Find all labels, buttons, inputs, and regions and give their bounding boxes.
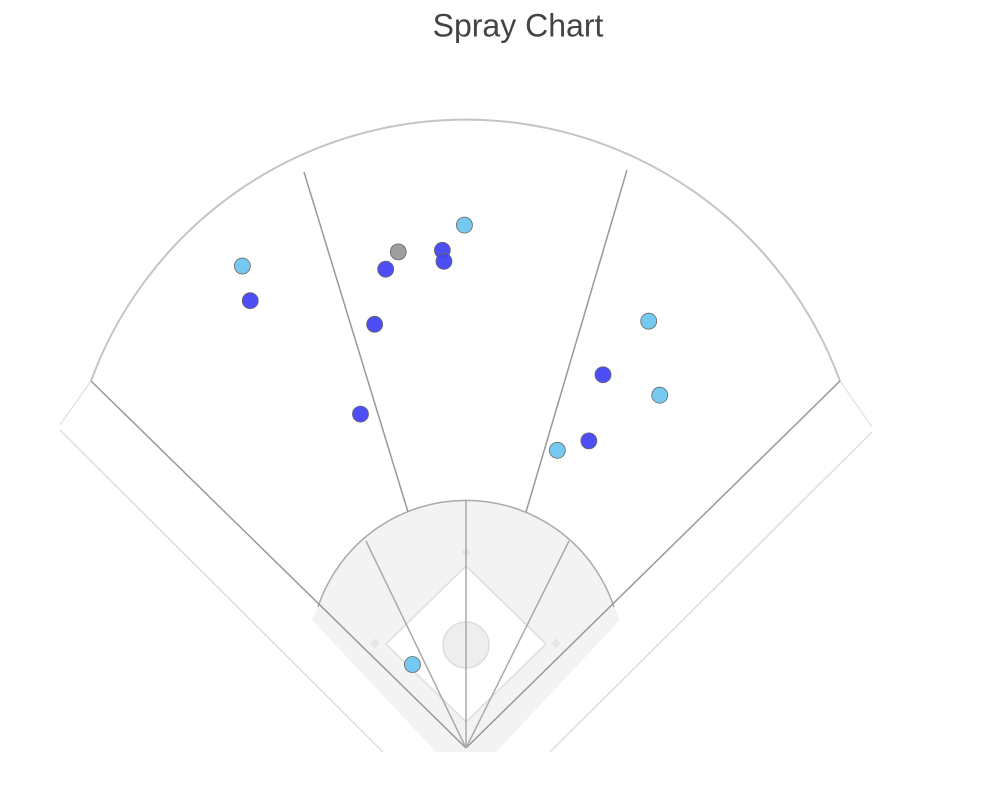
zone-line bbox=[365, 540, 467, 749]
foul-boundary bbox=[549, 431, 873, 753]
hit-point bbox=[580, 432, 598, 450]
zone-line bbox=[525, 169, 628, 513]
hit-point bbox=[241, 292, 259, 310]
foul-boundary bbox=[59, 429, 384, 753]
hit-point bbox=[389, 243, 407, 261]
hit-point bbox=[404, 656, 421, 673]
foul-line bbox=[465, 380, 841, 749]
hit-point bbox=[377, 260, 395, 278]
bottom-mask bbox=[0, 753, 996, 786]
foul-line bbox=[90, 380, 467, 749]
hit-point bbox=[640, 312, 658, 330]
hit-point bbox=[651, 386, 669, 404]
hit-point bbox=[233, 257, 251, 275]
foul-boundary bbox=[59, 380, 92, 426]
outfield-fence bbox=[90, 118, 841, 382]
first-base bbox=[551, 638, 561, 649]
hit-point bbox=[594, 366, 612, 384]
foul-boundary bbox=[839, 380, 873, 428]
field bbox=[0, 118, 996, 786]
hit-point bbox=[435, 252, 453, 270]
hit-point bbox=[352, 405, 369, 423]
hit-point bbox=[548, 441, 566, 459]
hit-point bbox=[366, 315, 384, 333]
hit-point bbox=[456, 216, 473, 234]
zone-line bbox=[465, 540, 570, 749]
zone-line bbox=[303, 171, 409, 513]
chart-title: Spray Chart bbox=[433, 7, 604, 43]
